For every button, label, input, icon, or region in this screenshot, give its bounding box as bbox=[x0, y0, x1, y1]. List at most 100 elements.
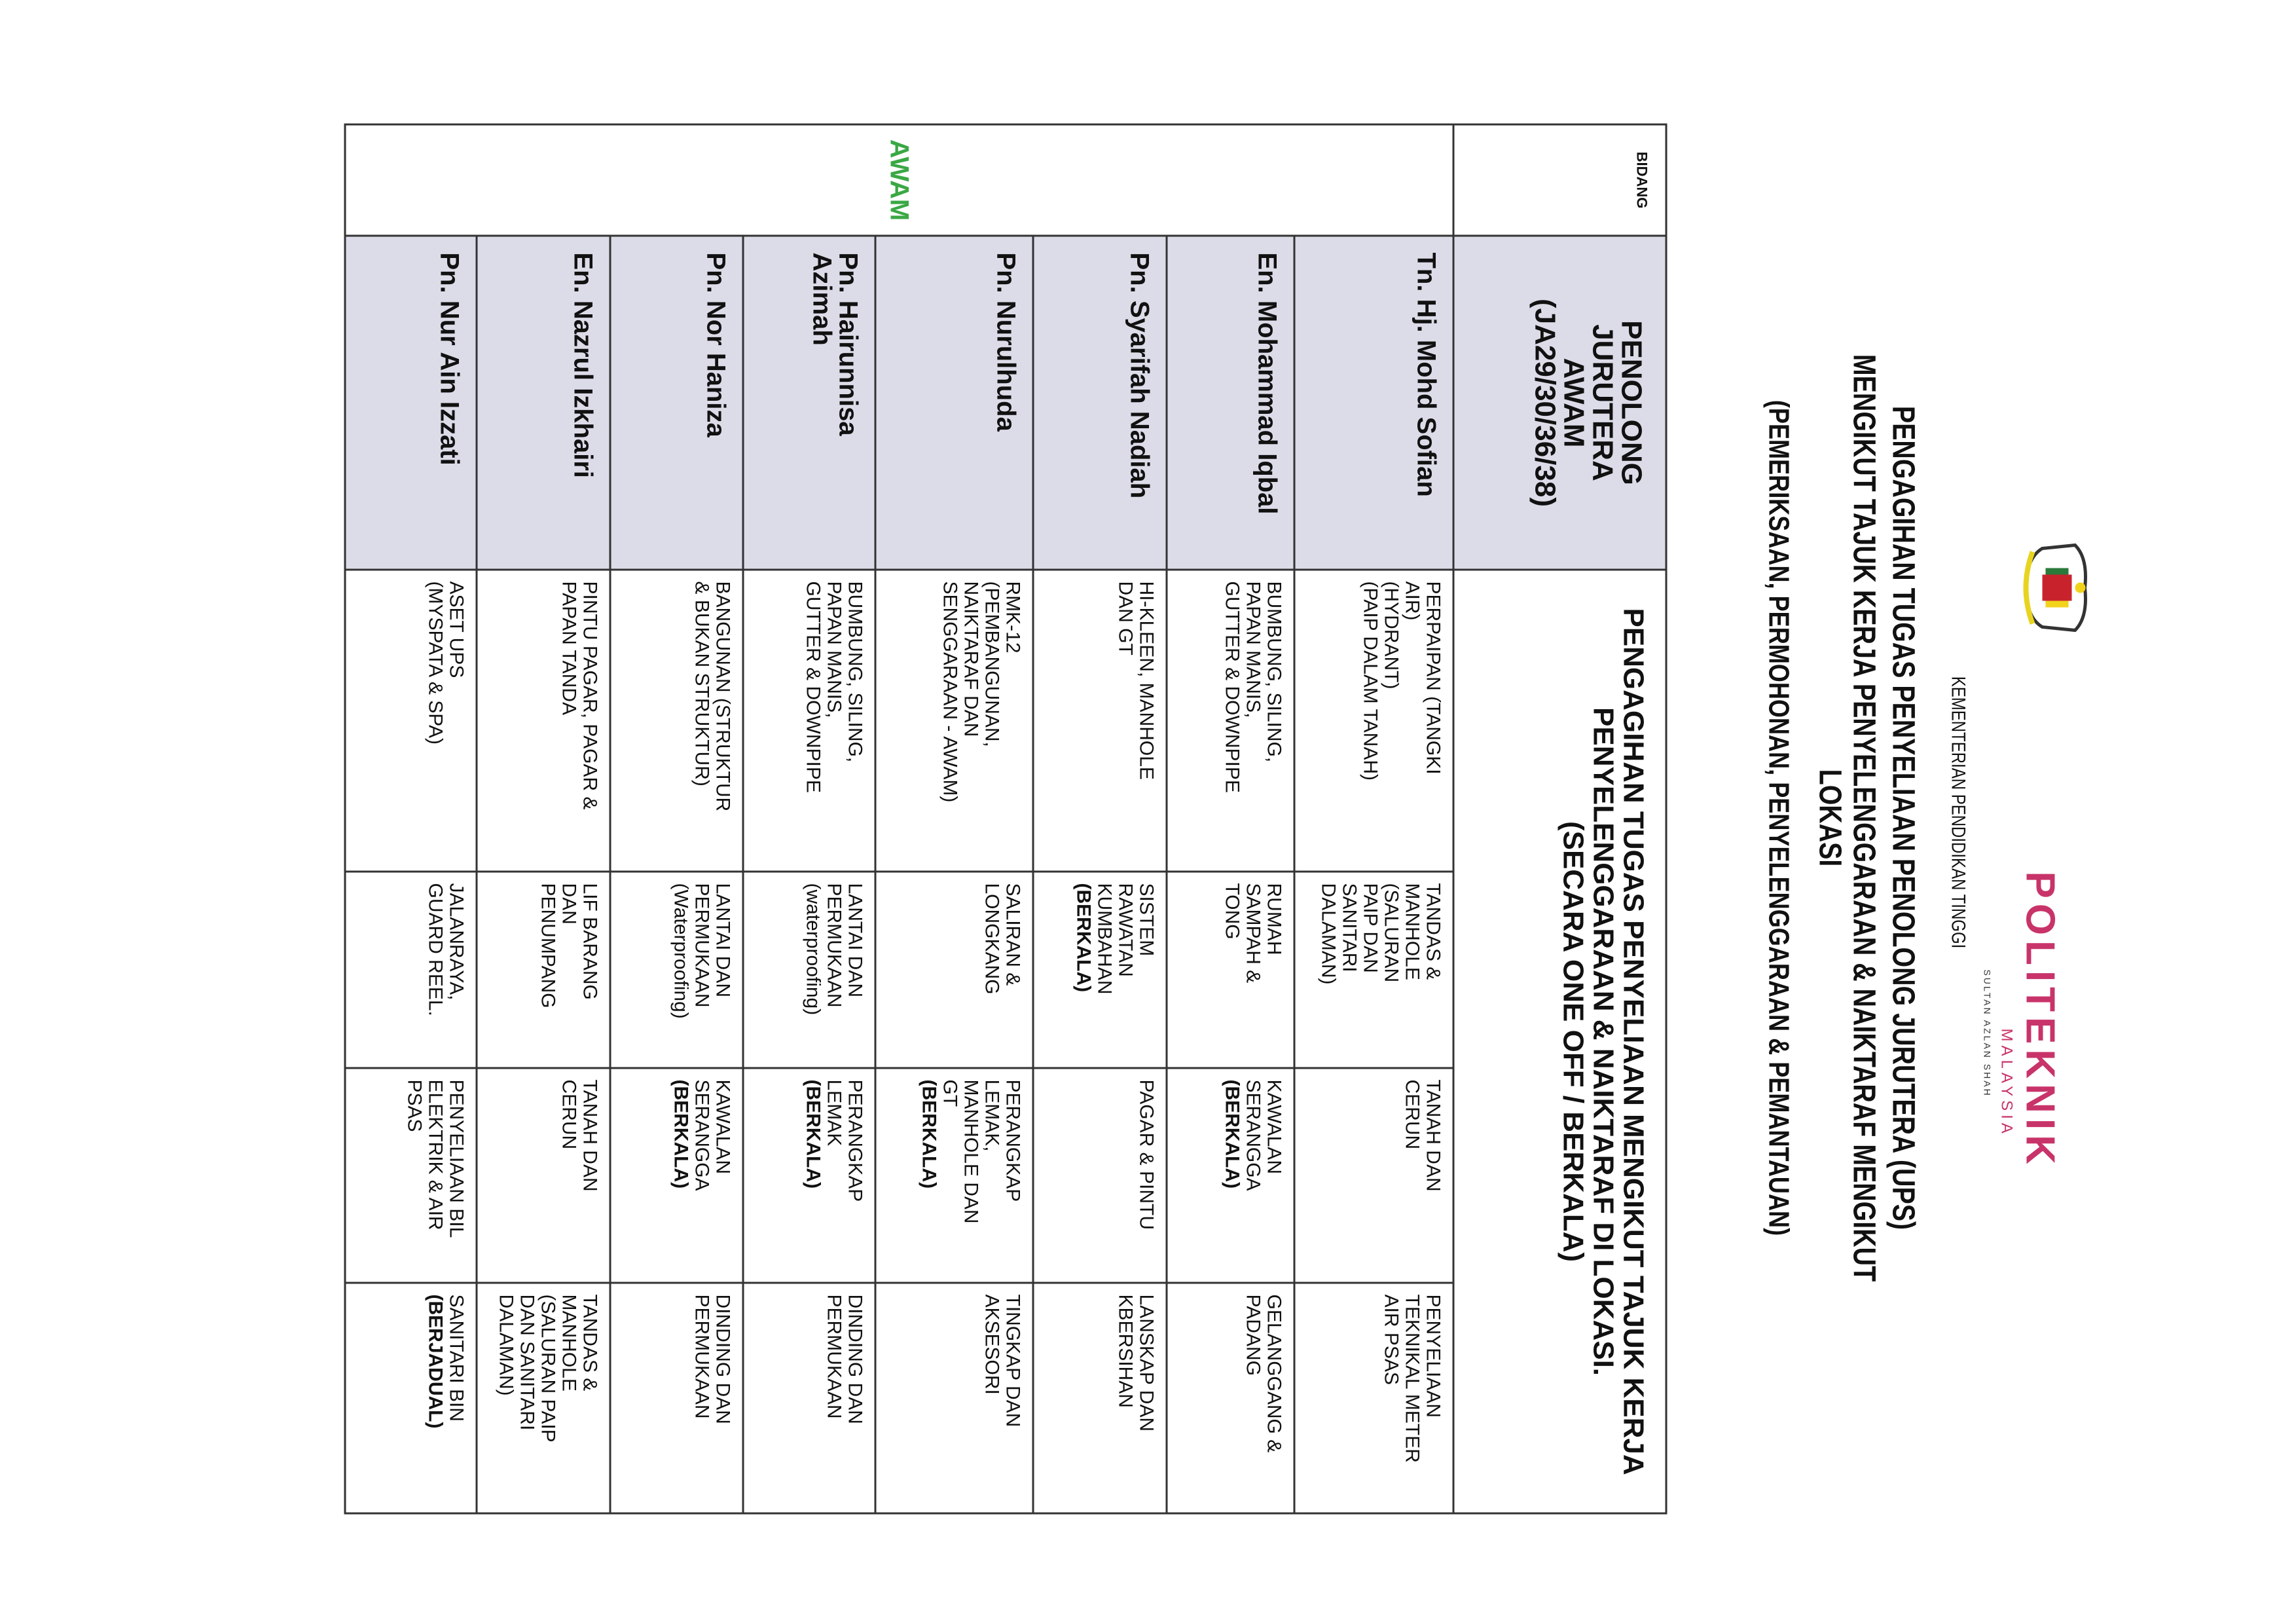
task-cell: DINDING DAN PERMUKAAN bbox=[742, 1282, 875, 1513]
task-cell: PENYELIAAN BIL ELEKTRIK & AIR PSAS bbox=[344, 1067, 477, 1283]
frequency-label: (BERKALA) bbox=[670, 1079, 691, 1189]
task-cell: PERPAIPAN (TANGKI AIR) (HYDRANT) (PAIP D… bbox=[1294, 569, 1453, 872]
task-text: DINDING DAN PERMUKAAN bbox=[823, 1294, 866, 1424]
task-text: PINTU PAGAR, PAGAR & PAPAN TANDA bbox=[558, 581, 600, 809]
title-line-3: LOKASI bbox=[1812, 769, 1847, 866]
table-row: En. Nazrul Izkhairi PINTU PAGAR, PAGAR & … bbox=[476, 124, 610, 1513]
task-cell: GELANGGANG & PADANG bbox=[1166, 1282, 1294, 1513]
task-text: DINDING DAN PERMUKAAN bbox=[691, 1294, 733, 1424]
task-cell: LIF BARANG DAN PENUMPANG bbox=[476, 871, 610, 1068]
title-line-1: PENGAGIHAN TUGAS PENYELIAAN PENOLONG JUR… bbox=[1886, 405, 1920, 1230]
task-cell: ASET UPS (MYSPATA & SPA) bbox=[344, 569, 477, 872]
task-text: LIF BARANG DAN PENUMPANG bbox=[537, 883, 600, 1008]
politeknik-logo-campus: SULTAN AZLAN SHAH bbox=[1982, 969, 1992, 1098]
task-cell: PENYELIAAN TEKNIKAL METER AIR PSAS bbox=[1294, 1282, 1453, 1513]
task-text: PENYELIAAN TEKNIKAL METER AIR PSAS bbox=[1380, 1294, 1444, 1463]
task-cell: PERANGKAP LEMAK (BERKALA) bbox=[742, 1067, 875, 1283]
post-header: PENOLONG JURUTERA AWAM (JA29/30/36/38) bbox=[1453, 235, 1666, 570]
politeknik-logo: POLITEKNIK MALAYSIA SULTAN AZLAN SHAH bbox=[1975, 871, 2062, 1211]
task-text: TANAH DAN CERUN bbox=[1401, 1079, 1444, 1192]
task-text: ASET UPS (MYSPATA & SPA) bbox=[424, 581, 467, 745]
task-text: PERPAIPAN (TANGKI AIR) (HYDRANT) (PAIP D… bbox=[1359, 581, 1444, 781]
task-text: TANAH DAN CERUN bbox=[558, 1079, 600, 1192]
task-cell: JALANRAYA, GUARD REEL. bbox=[344, 871, 477, 1068]
frequency-label: (BERKALA) bbox=[802, 1079, 824, 1189]
bidang-header: BIDANG bbox=[1453, 124, 1666, 236]
task-cell: TANDAS & MANHOLE (SALURAN PAIP DAN SANIT… bbox=[1294, 871, 1453, 1068]
task-text: KAWALAN SERANGGA bbox=[691, 1079, 733, 1191]
staff-name: En. Nazrul Izkhairi bbox=[476, 235, 610, 570]
task-cell: BANGUNAN (STRUKTUR & BUKAN STRUKTUR) bbox=[610, 569, 743, 872]
task-cell: DINDING DAN PERMUKAAN bbox=[610, 1282, 743, 1513]
staff-name: Pn. Hairunnisa Azimah bbox=[742, 235, 875, 570]
task-text: RUMAH SAMPAH & TONG bbox=[1221, 883, 1285, 983]
task-text: TINGKAP DAN AKSESORI bbox=[981, 1294, 1023, 1427]
task-text: JALANRAYA, GUARD REEL. bbox=[424, 883, 467, 1016]
staff-name: Pn. Nurulhuda bbox=[875, 235, 1033, 570]
frequency-label: (BERKALA) bbox=[1221, 1079, 1243, 1189]
politeknik-logo-name: POLITEKNIK bbox=[2017, 871, 2062, 1170]
task-cell: LANTAI DAN PERMUKAAN (Waterproofing) bbox=[610, 871, 743, 1068]
coat-of-arms-logo bbox=[2023, 543, 2087, 632]
staff-name: En. Mohammad Iqbal bbox=[1166, 235, 1294, 570]
politeknik-logo-country: MALAYSIA bbox=[1997, 1028, 2015, 1137]
task-text: HI-KLEEN, MANHOLE DAN GT bbox=[1114, 581, 1157, 780]
table-row: En. Mohammad Iqbal BUMBUNG, SILING, PAPAN… bbox=[1166, 124, 1294, 1513]
task-cell: KAWALAN SERANGGA (BERKALA) bbox=[1166, 1067, 1294, 1283]
table-row: Pn. Hairunnisa Azimah BUMBUNG, SILING, PA… bbox=[742, 124, 875, 1513]
task-text: PERANGKAP LEMAK bbox=[823, 1079, 866, 1202]
task-text: SALIRAN & LONGKANG bbox=[981, 883, 1023, 995]
task-cell: PINTU PAGAR, PAGAR & PAPAN TANDA bbox=[476, 569, 610, 872]
task-text: SISTEM RAWATAN KUMBAHAN bbox=[1093, 883, 1157, 995]
task-text: BUMBUNG, SILING, PAPAN MANIS, GUTTER & D… bbox=[802, 581, 866, 793]
task-cell: TANAH DAN CERUN bbox=[476, 1067, 610, 1283]
task-header: PENGAGIHAN TUGAS PENYELIAAN MENGIKUT TAJ… bbox=[1453, 569, 1666, 1513]
task-cell: SISTEM RAWATAN KUMBAHAN (BERKALA) bbox=[1032, 871, 1167, 1068]
task-text: TANDAS & MANHOLE (SALURAN PAIP DAN SANIT… bbox=[495, 1294, 600, 1443]
task-cell: TANAH DAN CERUN bbox=[1294, 1067, 1453, 1283]
task-text: KAWALAN SERANGGA bbox=[1242, 1079, 1285, 1191]
task-text: RMK-12 (PEMBANGUNAN, NAIKTARAF DAN SENGG… bbox=[939, 581, 1023, 802]
task-cell: HI-KLEEN, MANHOLE DAN GT bbox=[1032, 569, 1167, 872]
task-text: LANSKAP DAN KBERSIHAN bbox=[1114, 1294, 1157, 1431]
task-text: PERANGKAP LEMAK, MANHOLE DAN GT bbox=[939, 1079, 1023, 1224]
task-cell: BUMBUNG, SILING, PAPAN MANIS, GUTTER & D… bbox=[1166, 569, 1294, 872]
task-text: SANITARI BIN bbox=[445, 1294, 467, 1422]
task-cell: KAWALAN SERANGGA (BERKALA) bbox=[610, 1067, 743, 1283]
table-header-row: BIDANG PENOLONG JURUTERA AWAM (JA29/30/3… bbox=[1453, 124, 1666, 1513]
task-cell: RMK-12 (PEMBANGUNAN, NAIKTARAF DAN SENGG… bbox=[875, 569, 1033, 872]
task-text: GELANGGANG & PADANG bbox=[1242, 1294, 1285, 1452]
assignment-table: BIDANG PENOLONG JURUTERA AWAM (JA29/30/3… bbox=[344, 123, 1667, 1514]
task-cell: SANITARI BIN (BERJADUAL) bbox=[344, 1282, 477, 1513]
frequency-label: (BERKALA) bbox=[1072, 883, 1094, 992]
task-cell: TANDAS & MANHOLE (SALURAN PAIP DAN SANIT… bbox=[476, 1282, 610, 1513]
frequency-label: (BERKALA) bbox=[918, 1079, 939, 1189]
table-row: Pn. Nurulhuda RMK-12 (PEMBANGUNAN, NAIKTA… bbox=[875, 124, 1033, 1513]
task-text: TANDAS & MANHOLE (SALURAN PAIP DAN SANIT… bbox=[1317, 883, 1444, 985]
task-cell: RUMAH SAMPAH & TONG bbox=[1166, 871, 1294, 1068]
task-cell: LANTAI DAN PERMUKAAN (waterproofing) bbox=[742, 871, 875, 1068]
task-cell: BUMBUNG, SILING, PAPAN MANIS, GUTTER & D… bbox=[742, 569, 875, 872]
table-row: Pn. Nor Haniza BANGUNAN (STRUKTUR & BUKAN… bbox=[610, 124, 743, 1513]
task-text: LANTAI DAN PERMUKAAN (waterproofing) bbox=[802, 883, 866, 1015]
task-text: LANTAI DAN PERMUKAAN (Waterproofing) bbox=[670, 883, 733, 1019]
table-row: Pn. Nur Ain Izzati ASET UPS (MYSPATA & SP… bbox=[344, 124, 477, 1513]
staff-name: Pn. Nur Ain Izzati bbox=[344, 235, 477, 570]
task-cell: LANSKAP DAN KBERSIHAN bbox=[1032, 1282, 1167, 1513]
staff-name: Pn. Syarifah Nadiah bbox=[1032, 235, 1167, 570]
staff-name: Tn. Hj. Mohd Sofian bbox=[1294, 235, 1453, 570]
task-text: BANGUNAN (STRUKTUR & BUKAN STRUKTUR) bbox=[691, 581, 733, 811]
title-line-2: MENGIKUT TAJUK KERJA PENYELENGGARAAN & N… bbox=[1846, 354, 1881, 1282]
task-text: BUMBUNG, SILING, PAPAN MANIS, GUTTER & D… bbox=[1221, 581, 1285, 793]
task-cell: PERANGKAP LEMAK, MANHOLE DAN GT (BERKALA… bbox=[875, 1067, 1033, 1283]
staff-name: Pn. Nor Haniza bbox=[610, 235, 743, 570]
ministry-name: KEMENTERIAN PENDIDIKAN TINGGI bbox=[1947, 676, 1969, 948]
task-text: PENYELIAAN BIL ELEKTRIK & AIR PSAS bbox=[403, 1079, 467, 1238]
task-cell: PAGAR & PINTU bbox=[1032, 1067, 1167, 1283]
frequency-label: (BERJADUAL) bbox=[424, 1294, 446, 1428]
subtitle: (PEMERIKSAAN, PERMOHONAN, PENYELENGGARAA… bbox=[1762, 399, 1795, 1236]
table-row: AWAM Tn. Hj. Mohd Sofian PERPAIPAN (TANGKI… bbox=[344, 124, 1453, 1513]
task-cell: SALIRAN & LONGKANG bbox=[875, 871, 1033, 1068]
field-cell: AWAM bbox=[344, 124, 1453, 236]
